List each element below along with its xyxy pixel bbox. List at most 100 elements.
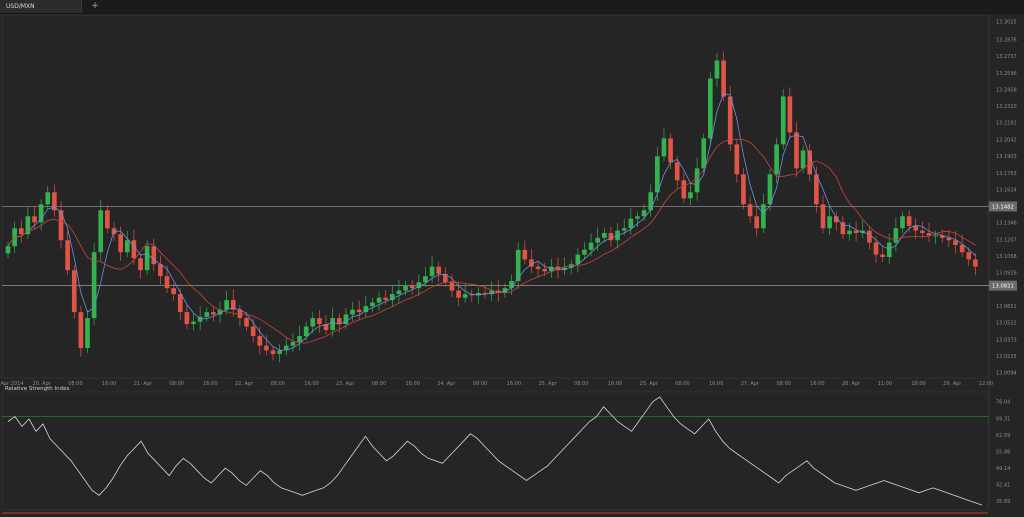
indicators-icon[interactable]: ≈ (157, 21, 166, 30)
price-tick-label: 13.0512 (996, 321, 1017, 327)
candle-body (767, 174, 773, 205)
candle-body (900, 216, 905, 229)
candle-body (873, 242, 879, 255)
candles-icon[interactable]: ┆ (121, 21, 130, 30)
add-tab-button[interactable]: + (91, 1, 99, 11)
zoom-in-icon[interactable]: + (79, 21, 88, 30)
candle-body (655, 156, 660, 193)
candle-body (774, 144, 779, 175)
candle-body (568, 264, 574, 268)
candle-body (283, 345, 289, 351)
candle-body (721, 60, 726, 97)
candle-body (118, 234, 123, 253)
candle-body (794, 132, 799, 169)
candle-body (105, 210, 110, 229)
draw-icon[interactable]: ⟋ (181, 21, 190, 30)
candle-body (58, 210, 64, 241)
time-tick-label: 12:00 (979, 381, 993, 387)
candle-body (913, 225, 919, 231)
candle-body (350, 309, 355, 315)
candle-body (91, 252, 97, 319)
candle-body (197, 316, 203, 322)
line-tool-icon[interactable]: ╎ (109, 21, 118, 30)
candle-body (144, 246, 150, 271)
candle-body (403, 285, 408, 291)
candle-body (701, 138, 707, 169)
price-tick-label: 13.2042 (996, 137, 1017, 143)
candle-body (953, 240, 958, 246)
time-tick-label: 08:00 (473, 381, 487, 387)
rsi-tick-label: 35.69 (996, 499, 1010, 505)
time-tick-label: 11:00 (878, 381, 892, 387)
candle-body (264, 345, 269, 351)
time-tick-label: 16:00 (102, 381, 116, 387)
candle-body (694, 168, 700, 193)
candle-body (880, 254, 885, 257)
studies-icon[interactable]: ∿ (169, 21, 178, 30)
time-tick-label: 18 Apr 2014 (0, 381, 23, 387)
price-tick-label: 13.1624 (996, 187, 1017, 193)
candle-body (456, 290, 461, 298)
candle-body (224, 300, 229, 310)
candle-body (549, 266, 554, 272)
candle-body (476, 292, 481, 296)
candle-body (800, 150, 806, 169)
candle-body (330, 318, 335, 331)
candle-body (509, 280, 514, 289)
candle-body (303, 326, 309, 337)
time-tick-label: 25. Apr (640, 381, 659, 387)
candle-body (734, 144, 740, 175)
candle-body (396, 290, 402, 295)
candle-body (920, 230, 925, 234)
price-tick-label: 13.3025 (996, 20, 1017, 26)
candle-body (389, 294, 395, 301)
candle-body (959, 245, 965, 253)
bars-icon[interactable]: ┇ (133, 21, 142, 30)
time-tick-label: 29. Apr (943, 381, 962, 387)
candle-body (681, 180, 687, 199)
zoom-out-icon[interactable]: − (91, 21, 100, 30)
candle-body (191, 321, 196, 325)
price-tick-label: 13.0094 (996, 371, 1017, 377)
price-tick-label: 13.1068 (996, 254, 1017, 260)
moving-average-fast-line (7, 93, 976, 351)
candle-body (25, 216, 31, 235)
candle-body (363, 306, 369, 313)
price-tick-label: 13.0821 (996, 284, 1017, 290)
candle-body (754, 216, 760, 229)
candle-body (926, 233, 932, 236)
candle-body (131, 240, 137, 259)
rsi-tick-label: 62.59 (996, 433, 1010, 439)
candle-body (98, 210, 104, 253)
candle-body (787, 96, 793, 133)
time-tick-label: 28. Apr (842, 381, 861, 387)
price-tick-label: 13.0929 (996, 271, 1017, 277)
price-tick-label: 13.0651 (996, 304, 1017, 310)
candle-body (595, 237, 601, 243)
tab-usdmxn[interactable]: USD/MXN (0, 0, 82, 13)
candle-body (489, 290, 495, 295)
rsi-tick-label: 55.86 (996, 449, 1010, 455)
price-tick-label: 13.2737 (996, 54, 1017, 60)
rsi-plot-area (1, 391, 989, 511)
candle-body (661, 138, 667, 157)
candle-body (171, 288, 176, 295)
time-tick-label: 21. Apr (134, 381, 153, 387)
candle-body (708, 78, 713, 139)
candle-body (469, 294, 475, 296)
candle-body (939, 235, 945, 238)
candle-body (230, 300, 236, 310)
quote-box: 13.0931 ≡ 13.1000 (6, 20, 69, 32)
candle-body (217, 309, 223, 315)
candle-body (575, 254, 581, 265)
candle-body (780, 96, 786, 145)
candle-body (12, 228, 17, 247)
candle-body (409, 285, 415, 289)
time-tick-label: 22. Apr (235, 381, 254, 387)
level-label-box (989, 280, 1017, 291)
time-tick-label: 23. Apr (336, 381, 355, 387)
candle-body (370, 302, 375, 307)
candle-body (621, 228, 627, 231)
area-icon[interactable]: ◿ (145, 21, 154, 30)
